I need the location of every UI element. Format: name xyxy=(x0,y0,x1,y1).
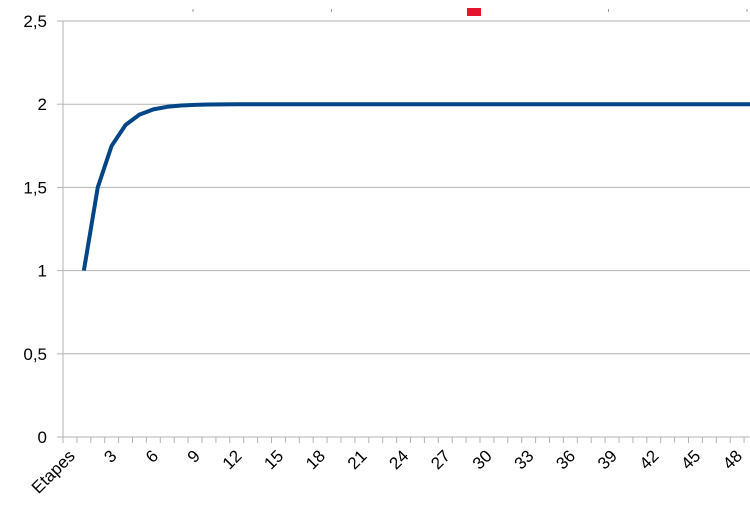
series-line xyxy=(81,102,750,271)
y-tick-label: 2 xyxy=(38,95,47,114)
axes xyxy=(62,9,750,443)
y-tick-label: 1 xyxy=(38,262,47,281)
x-tick-label: 39 xyxy=(594,446,621,473)
y-tick-label: 0 xyxy=(38,428,47,447)
x-tick-label: 15 xyxy=(260,446,287,473)
x-tick-label: 3 xyxy=(100,446,120,466)
x-axis-tick-labels: Etapes3691215182124273033363942454851 xyxy=(28,446,746,497)
x-tick-label: 27 xyxy=(427,446,454,473)
y-tick-label: 2,5 xyxy=(23,12,47,31)
x-tick-label: 33 xyxy=(511,446,538,473)
x-tick-label: 30 xyxy=(469,446,496,473)
x-tick-label: 48 xyxy=(719,446,746,473)
x-tick-label: 42 xyxy=(636,446,663,473)
x-tick-label: 18 xyxy=(302,446,329,473)
x-tick-label: 9 xyxy=(184,446,204,466)
legend-swatch xyxy=(467,8,481,16)
y-tick-label: 1,5 xyxy=(23,178,47,197)
x-tick-label: 36 xyxy=(552,446,579,473)
x-tick-label: 6 xyxy=(142,446,162,466)
x-tick-label: 45 xyxy=(677,446,704,473)
y-tick-label: 0,5 xyxy=(23,345,47,364)
x-tick-label: 24 xyxy=(386,446,413,473)
x-tick-label: 21 xyxy=(344,446,371,473)
series-lines xyxy=(81,102,750,271)
y-axis-tick-labels: 0 0,5 1 1,5 2 2,5 xyxy=(23,12,47,447)
gridlines xyxy=(57,20,750,438)
x-tick-label: 12 xyxy=(219,446,246,473)
x-tick-label: Etapes xyxy=(28,446,79,497)
